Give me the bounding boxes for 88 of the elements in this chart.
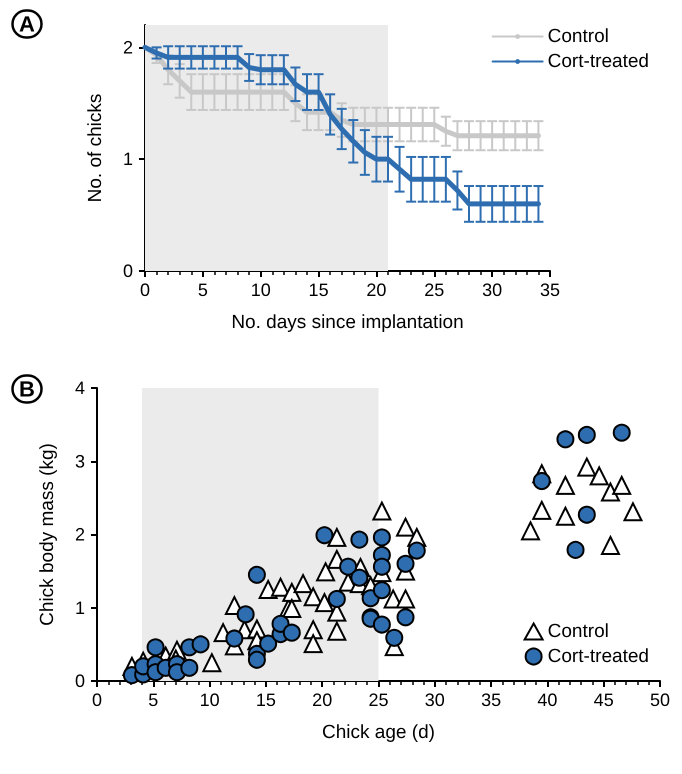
point: [372, 558, 391, 576]
y-tick-label: 4: [74, 378, 85, 398]
y-tick-label: 0: [122, 261, 133, 281]
x-tick-label: 5: [198, 280, 208, 300]
x-tick-label: 0: [92, 690, 102, 710]
point: [294, 574, 313, 594]
point: [236, 605, 255, 624]
point: [372, 502, 392, 521]
point: [372, 528, 391, 546]
point: [612, 476, 632, 495]
point: [556, 430, 574, 448]
x-axis-title: No. days since implantation: [231, 312, 464, 333]
chart-title: B: [19, 376, 35, 402]
legend-label: Control: [548, 621, 609, 642]
point: [248, 566, 266, 584]
x-tick-label: 30: [424, 690, 445, 710]
point: [408, 542, 426, 560]
point: [350, 530, 368, 549]
point: [578, 506, 596, 524]
x-tick-label: 20: [312, 690, 332, 710]
legend-label: Control: [548, 26, 609, 47]
point: [396, 518, 416, 537]
point: [556, 476, 575, 495]
y-axis-title: Chick body mass (kg): [37, 443, 58, 626]
point: [590, 466, 609, 486]
y-tick-label: 1: [122, 149, 133, 170]
legend-label: Cort-treated: [548, 51, 649, 72]
point: [282, 624, 301, 642]
x-axis-title: Chick age (d): [322, 722, 435, 743]
point: [578, 426, 596, 444]
x-tick-label: 10: [200, 690, 220, 710]
legend-label: Cort-treated: [548, 646, 649, 667]
point: [556, 506, 575, 526]
y-tick-label: 3: [74, 451, 85, 472]
x-tick-label: 20: [366, 280, 386, 300]
point: [339, 558, 358, 576]
x-tick-label: 10: [250, 280, 271, 300]
x-tick-label: 25: [368, 690, 389, 710]
point: [372, 581, 391, 600]
point: [385, 628, 404, 647]
point: [315, 526, 334, 544]
y-tick-label: 2: [74, 524, 85, 544]
point: [623, 502, 642, 522]
x-tick-label: 25: [424, 280, 444, 300]
point: [521, 521, 540, 540]
x-tick-label: 50: [650, 690, 670, 710]
y-tick-label: 0: [74, 671, 85, 691]
point: [600, 536, 620, 555]
point: [327, 528, 346, 547]
point: [532, 472, 551, 490]
point: [612, 424, 631, 442]
x-tick-label: 0: [140, 280, 150, 300]
x-tick-label: 5: [148, 690, 158, 710]
point: [202, 653, 222, 672]
point: [146, 638, 165, 656]
point: [328, 590, 346, 608]
y-axis-title: No. of chicks: [85, 94, 106, 202]
point: [258, 580, 278, 599]
point: [192, 635, 210, 654]
x-tick-label: 35: [540, 280, 560, 300]
point: [259, 634, 278, 653]
point: [282, 582, 302, 602]
point: [314, 593, 334, 612]
point: [282, 598, 302, 618]
point: [396, 608, 415, 626]
point: [248, 650, 266, 669]
x-tick-label: 15: [308, 280, 329, 300]
chart-title: A: [19, 12, 35, 36]
point: [350, 568, 368, 587]
point: [180, 658, 198, 677]
y-tick-label: 1: [74, 598, 85, 618]
point: [316, 562, 336, 582]
point: [577, 458, 596, 477]
x-tick-label: 45: [594, 690, 614, 710]
point: [225, 630, 244, 648]
x-tick-label: 40: [537, 690, 558, 710]
point: [327, 622, 346, 641]
point: [272, 614, 290, 633]
x-tick-label: 15: [256, 690, 276, 710]
point: [396, 554, 415, 573]
point: [304, 620, 323, 640]
y-tick-label: 2: [122, 37, 133, 58]
point: [566, 540, 585, 559]
point: [532, 500, 552, 520]
x-tick-label: 30: [482, 280, 502, 300]
point: [372, 616, 391, 634]
point: [304, 634, 323, 654]
x-tick-label: 35: [481, 690, 502, 710]
